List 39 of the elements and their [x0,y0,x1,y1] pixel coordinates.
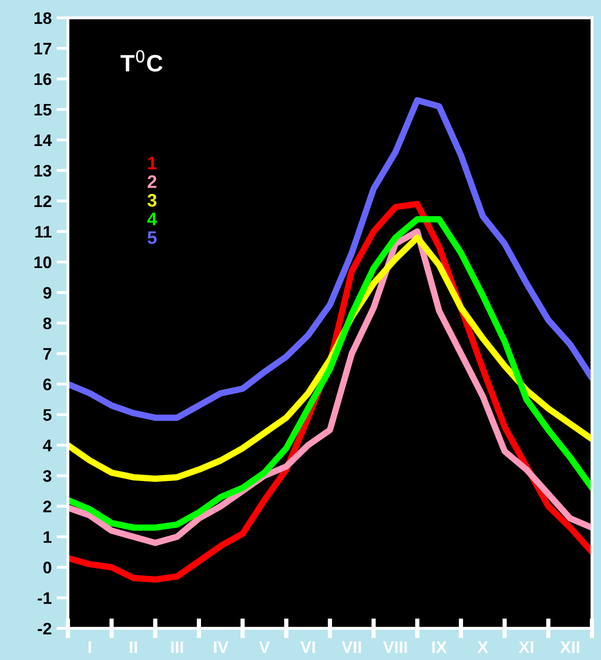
y-tick-label: 2 [43,500,52,512]
y-tick-label: -2 [38,622,52,634]
y-tick-label: 6 [43,378,52,390]
text: 2 [148,175,156,188]
y-tick-label: 18 [34,12,52,24]
x-tick-label: II [130,641,137,653]
x-tick-label: VI [300,641,315,653]
y-tick-label: 0 [43,562,52,574]
text: 1 [148,156,157,170]
x-tick-label: IX [432,641,447,653]
y-tick-label: 11 [35,226,52,238]
x-tick-label: I [88,641,91,653]
y-tick-label: 7 [43,348,52,360]
x-tick-label: VIII [383,641,407,653]
y-tick-label: 5 [43,409,52,421]
y-tick-label: 10 [34,256,52,268]
y-tick-label: 15 [34,104,52,116]
x-tick-label: V [258,641,270,653]
text: T$^{0}$C [120,50,163,72]
x-tick-label: III [171,641,183,653]
y-tick-label: 14 [34,134,52,146]
x-tick-label: VII [342,641,361,653]
y-tick-label: 17 [34,42,52,54]
x-tick-label: XII [560,641,580,653]
text: 4 [147,212,157,226]
y-tick-label: 9 [43,286,52,299]
x-tick-label: XI [518,641,534,653]
y-tick-label: 12 [34,195,52,208]
y-tick-label: 16 [34,73,52,86]
y-tick-label: 13 [34,164,52,177]
x-tick-label: X [477,641,488,653]
y-tick-label: 8 [43,317,52,330]
y-tick-label: -1 [38,592,52,604]
text: 5 [148,231,157,244]
y-tick-label: 1 [44,531,52,543]
x-tick-label: IV [214,641,229,653]
text: 3 [147,194,156,207]
y-tick-label: 4 [42,440,52,452]
y-tick-label: 3 [43,470,52,482]
